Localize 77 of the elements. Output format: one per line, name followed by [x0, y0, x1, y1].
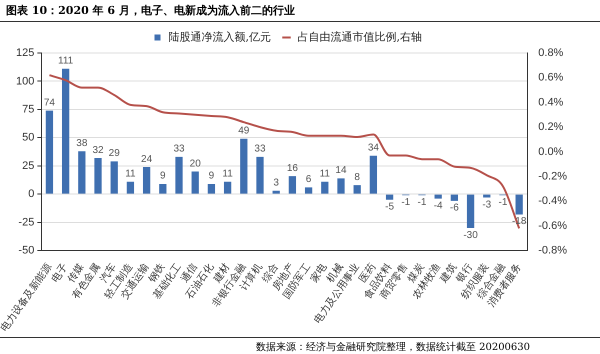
bar	[142, 167, 150, 194]
y2-tick-label: 0.6%	[538, 72, 564, 84]
y-tick-label: 50	[22, 132, 34, 144]
bar	[304, 187, 312, 194]
data-label: -4	[434, 200, 444, 212]
y2-tick-label: 0.4%	[538, 96, 564, 108]
y-tick-label: 75	[22, 103, 34, 116]
y-tick-label: -50	[18, 244, 34, 257]
bar	[483, 194, 490, 198]
bar	[288, 176, 296, 194]
data-label: 33	[173, 144, 186, 155]
y2-tick-label: 0.0%	[538, 146, 564, 158]
bar	[466, 194, 474, 228]
data-label: -3	[482, 199, 492, 210]
y2-tick-label: 0.8%	[538, 47, 564, 60]
data-label: 111	[58, 56, 74, 67]
bar	[337, 178, 345, 194]
bar	[224, 182, 232, 194]
bar	[94, 158, 102, 194]
y-tick-label: 25	[22, 160, 34, 172]
data-label: 32	[92, 144, 104, 156]
data-label: 20	[190, 158, 202, 170]
bar	[62, 68, 70, 194]
data-label: -5	[385, 202, 394, 213]
data-label: 6	[306, 174, 312, 186]
data-label: 49	[238, 126, 250, 137]
bar	[516, 194, 523, 214]
data-label: 11	[222, 168, 234, 180]
bar	[321, 182, 328, 194]
data-label: -1	[401, 197, 411, 208]
data-label: 24	[141, 154, 153, 165]
y-tick-label: 100	[16, 75, 34, 88]
bar	[159, 184, 166, 194]
data-label: 74	[44, 97, 56, 108]
y-tick-label: 125	[16, 47, 34, 60]
bar	[354, 185, 361, 194]
bar	[434, 194, 442, 199]
bar	[208, 184, 216, 194]
data-label: 16	[286, 162, 298, 174]
data-label: 3	[273, 177, 280, 188]
data-label: -6	[450, 202, 460, 214]
bar	[175, 156, 183, 194]
data-label: 11	[320, 168, 330, 180]
y2-tick-label: -0.2%	[538, 170, 568, 183]
data-label: -30	[463, 230, 478, 241]
data-label: 38	[76, 138, 88, 149]
data-label: 9	[208, 170, 215, 182]
legend-label: 占自由流通市值比例,右轴	[298, 30, 422, 44]
bar	[46, 110, 54, 194]
y2-tick-label: -0.4%	[538, 195, 568, 208]
bar	[256, 156, 264, 194]
data-label: 9	[160, 170, 166, 182]
data-label: 11	[125, 168, 136, 180]
data-label: 14	[335, 165, 347, 176]
data-label: -1	[418, 197, 427, 208]
legend-label: 陆股通净流入额,亿元	[168, 30, 272, 44]
data-label: 34	[368, 142, 380, 154]
y-tick-label: 0	[28, 188, 34, 200]
bar	[78, 151, 86, 194]
bar	[370, 156, 378, 194]
y2-tick-label: 0.2%	[538, 121, 564, 134]
data-label: 29	[108, 148, 120, 160]
bar	[450, 194, 458, 201]
bar	[126, 182, 134, 194]
bar	[110, 161, 118, 194]
source-note: 数据来源：经济与金融研究院整理，数据统计截至 20200630	[0, 337, 600, 354]
chart-title: 图表 10：2020 年 6 月，电子、电新成为流入前二的行业	[0, 0, 600, 22]
y2-tick-label: -0.8%	[538, 244, 568, 257]
bar	[386, 194, 394, 200]
data-label: 8	[354, 172, 360, 183]
bar	[192, 172, 199, 194]
data-label: -1	[498, 197, 508, 208]
y-tick-label: -25	[18, 216, 34, 228]
bar	[272, 190, 280, 194]
bar	[240, 138, 248, 194]
data-label: 33	[254, 144, 266, 155]
y2-tick-label: -0.6%	[538, 220, 568, 232]
